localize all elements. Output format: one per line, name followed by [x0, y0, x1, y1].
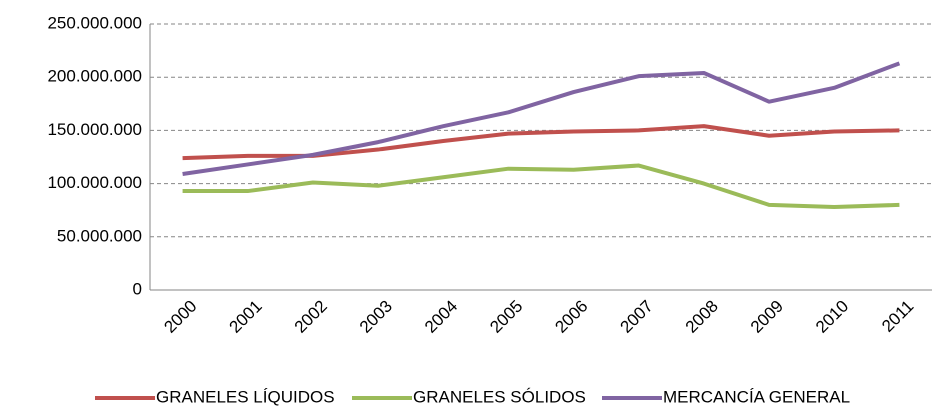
x-tick-label: 2004: [421, 297, 461, 337]
series-line: [182, 163, 900, 210]
x-tick-label: 2008: [682, 297, 722, 337]
x-tick-label: 2000: [160, 297, 200, 337]
y-tick-label: 200.000.000: [47, 67, 142, 86]
x-tick-label: 2010: [812, 297, 852, 337]
legend-label: GRANELES LÍQUIDOS: [156, 387, 335, 406]
y-tick-label: 250.000.000: [47, 13, 142, 32]
x-tick-label: 2011: [878, 297, 917, 336]
x-tick-label: 2007: [617, 297, 657, 337]
y-tick-label: 50.000.000: [57, 226, 142, 245]
x-tick-label: 2003: [356, 297, 396, 337]
series-line: [182, 61, 901, 177]
y-tick-label: 150.000.000: [47, 120, 142, 139]
legend-label: MERCANCÍA GENERAL: [663, 387, 850, 406]
y-tick-label: 0: [133, 279, 142, 298]
x-tick-label: 2002: [291, 297, 331, 337]
legend-label: GRANELES SÓLIDOS: [413, 387, 586, 406]
x-tick-label: 2005: [486, 297, 526, 337]
x-tick-label: 2006: [551, 297, 591, 337]
x-tick-label: 2001: [226, 297, 266, 337]
y-tick-label: 100.000.000: [47, 173, 142, 192]
series-line: [182, 124, 900, 161]
x-tick-label: 2009: [747, 297, 787, 337]
